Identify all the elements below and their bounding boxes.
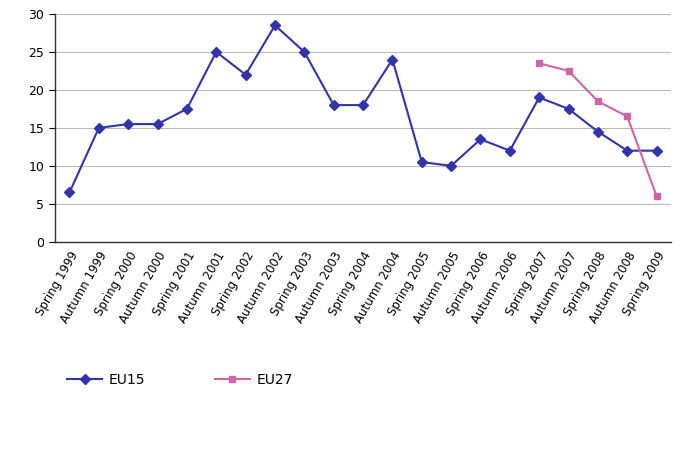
- Line: EU15: EU15: [66, 22, 660, 196]
- EU15: [359, 102, 367, 108]
- EU15: [418, 159, 426, 165]
- Legend: EU15, EU27: EU15, EU27: [62, 367, 299, 392]
- Line: EU27: EU27: [536, 60, 660, 199]
- EU15: [242, 72, 250, 78]
- EU27: [623, 114, 632, 120]
- EU15: [65, 190, 73, 195]
- EU27: [653, 193, 661, 199]
- EU15: [476, 137, 484, 142]
- EU15: [564, 106, 573, 112]
- EU15: [212, 49, 221, 55]
- EU27: [535, 60, 543, 66]
- EU15: [153, 121, 162, 127]
- EU15: [623, 148, 632, 153]
- EU15: [124, 121, 132, 127]
- EU15: [183, 106, 191, 112]
- EU27: [594, 99, 602, 104]
- EU15: [388, 57, 397, 62]
- EU15: [653, 148, 661, 153]
- EU15: [535, 95, 543, 100]
- EU15: [95, 125, 103, 131]
- EU15: [271, 23, 279, 28]
- EU15: [329, 102, 338, 108]
- EU27: [564, 68, 573, 73]
- EU15: [447, 163, 456, 169]
- EU15: [594, 129, 602, 134]
- EU15: [300, 49, 308, 55]
- EU15: [506, 148, 514, 153]
